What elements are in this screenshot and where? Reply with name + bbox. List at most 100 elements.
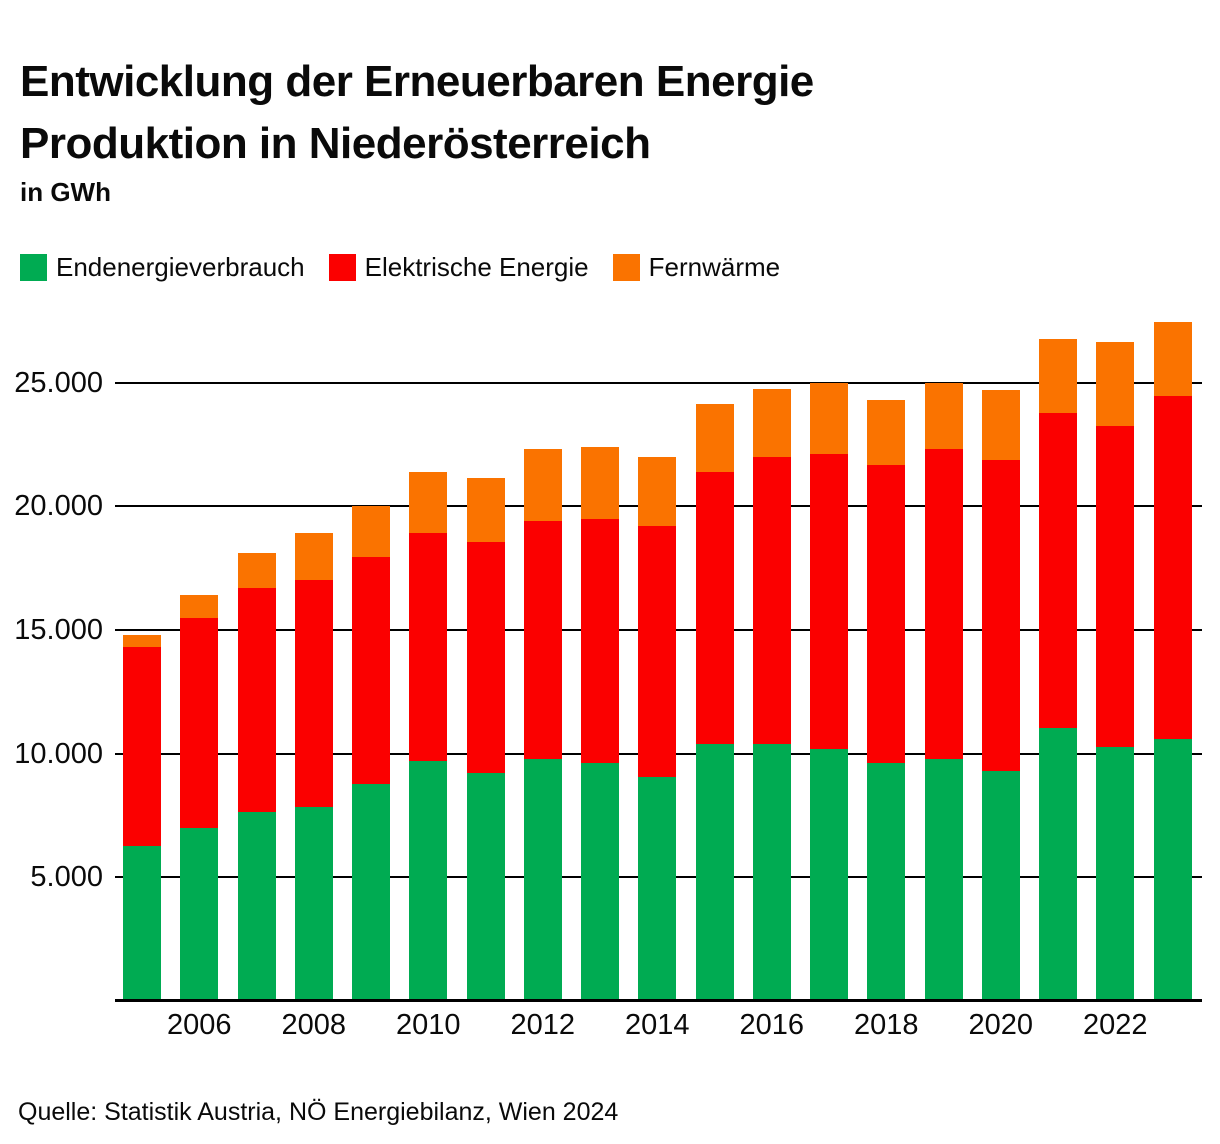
bar-2022-segment-endenergieverbrauch bbox=[1096, 747, 1135, 1001]
bar-2021 bbox=[1039, 339, 1077, 1001]
bar-2017 bbox=[810, 382, 848, 1002]
legend-swatch-endenergieverbrauch bbox=[20, 254, 47, 281]
bar-2020-segment-elektrische-energie bbox=[981, 460, 1020, 771]
bar-2006 bbox=[180, 595, 219, 1001]
bar-2010-segment-endenergieverbrauch bbox=[409, 761, 448, 1001]
legend-item-endenergieverbrauch: Endenergieverbrauch bbox=[20, 252, 305, 283]
x-axis-label-2006: 2006 bbox=[166, 1009, 232, 1041]
bar-2009 bbox=[352, 506, 390, 1001]
x-axis-label-2016: 2016 bbox=[739, 1009, 804, 1041]
x-axis-label-2022: 2022 bbox=[1082, 1009, 1148, 1041]
legend-swatch-fernwaerme bbox=[612, 254, 640, 281]
bar-2018-segment-elektrische-energie bbox=[867, 465, 906, 764]
x-axis-label-2018: 2018 bbox=[853, 1009, 919, 1041]
gridline-25000 bbox=[115, 381, 1202, 384]
bar-2017-segment-elektrische-energie bbox=[810, 454, 848, 749]
bar-2023-segment-endenergieverbrauch bbox=[1153, 738, 1192, 1001]
bar-2015-segment-endenergieverbrauch bbox=[695, 743, 734, 1001]
bar-2022-segment-fernw-rme bbox=[1096, 341, 1135, 426]
bar-2009-segment-fernw-rme bbox=[352, 506, 390, 557]
bar-2005 bbox=[123, 634, 161, 1001]
bar-2011 bbox=[466, 477, 505, 1001]
y-axis-label-5000: 5.000 bbox=[30, 861, 103, 894]
bar-2020 bbox=[981, 389, 1020, 1001]
bar-2006-segment-fernw-rme bbox=[180, 595, 219, 618]
bar-2005-segment-elektrische-energie bbox=[123, 647, 161, 847]
y-axis-label-25000: 25.000 bbox=[14, 366, 103, 399]
bar-2012-segment-elektrische-energie bbox=[523, 521, 562, 759]
source-note: Quelle: Statistik Austria, NÖ Energiebil… bbox=[18, 1098, 619, 1126]
legend-item-elektrische-energie: Elektrische Energie bbox=[328, 252, 589, 283]
page-title-line-2: Produktion in Niederösterreich bbox=[20, 119, 651, 169]
x-axis-label-2014: 2014 bbox=[624, 1009, 690, 1041]
bar-2015-segment-elektrische-energie bbox=[695, 471, 734, 744]
bar-2012 bbox=[523, 449, 562, 1001]
bar-2019 bbox=[924, 382, 963, 1002]
bar-2014 bbox=[638, 456, 677, 1001]
bar-2019-segment-endenergieverbrauch bbox=[924, 758, 963, 1001]
bar-2019-segment-elektrische-energie bbox=[924, 449, 963, 759]
bar-2012-segment-endenergieverbrauch bbox=[523, 758, 562, 1001]
legend-label-fernwaerme: Fernwärme bbox=[648, 252, 781, 282]
bar-2013-segment-endenergieverbrauch bbox=[581, 763, 619, 1001]
page-title: Entwicklung der Erneuerbaren Energie Pro… bbox=[20, 51, 814, 175]
bar-2006-segment-endenergieverbrauch bbox=[180, 827, 219, 1001]
bar-2016-segment-fernw-rme bbox=[752, 388, 791, 457]
x-axis-label-2008: 2008 bbox=[281, 1009, 346, 1041]
bar-2009-segment-elektrische-energie bbox=[352, 556, 390, 785]
unit-label: in GWh bbox=[20, 177, 111, 207]
bar-2016-segment-endenergieverbrauch bbox=[752, 743, 791, 1001]
bar-2005-segment-endenergieverbrauch bbox=[123, 846, 161, 1001]
bar-2019-segment-fernw-rme bbox=[924, 382, 963, 450]
bar-2013-segment-elektrische-energie bbox=[581, 518, 619, 764]
bar-2007-segment-fernw-rme bbox=[237, 553, 276, 588]
bar-2009-segment-endenergieverbrauch bbox=[352, 784, 390, 1001]
bar-2021-segment-fernw-rme bbox=[1039, 339, 1077, 414]
x-axis-label-2010: 2010 bbox=[395, 1009, 461, 1041]
legend: Endenergieverbrauch Elektrische Energie … bbox=[20, 252, 780, 283]
bar-2008 bbox=[294, 533, 333, 1001]
bar-2007-segment-endenergieverbrauch bbox=[237, 811, 276, 1001]
bar-2021-segment-endenergieverbrauch bbox=[1039, 727, 1077, 1001]
bar-2008-segment-fernw-rme bbox=[294, 533, 333, 581]
bar-2011-segment-fernw-rme bbox=[466, 477, 505, 543]
bar-2015 bbox=[695, 403, 734, 1001]
bar-2022-segment-elektrische-energie bbox=[1096, 425, 1135, 748]
bar-2005-segment-fernw-rme bbox=[123, 634, 161, 648]
bar-2017-segment-endenergieverbrauch bbox=[810, 748, 848, 1001]
legend-swatch-elektrische-energie bbox=[328, 254, 356, 281]
bar-2007-segment-elektrische-energie bbox=[237, 587, 276, 812]
bar-2013-segment-fernw-rme bbox=[581, 446, 619, 519]
bar-2010-segment-elektrische-energie bbox=[409, 533, 448, 761]
bar-2010-segment-fernw-rme bbox=[409, 471, 448, 534]
bar-2021-segment-elektrische-energie bbox=[1039, 413, 1077, 728]
bar-2012-segment-fernw-rme bbox=[523, 449, 562, 522]
bar-2016-segment-elektrische-energie bbox=[752, 456, 791, 744]
bar-2016 bbox=[752, 388, 791, 1001]
legend-label-endenergieverbrauch: Endenergieverbrauch bbox=[56, 252, 305, 282]
bar-2020-segment-endenergieverbrauch bbox=[981, 770, 1020, 1001]
bar-2013 bbox=[581, 446, 619, 1001]
x-axis-label-2012: 2012 bbox=[510, 1009, 575, 1041]
y-axis-label-10000: 10.000 bbox=[14, 737, 103, 770]
x-axis-line bbox=[115, 999, 1202, 1002]
bar-2023-segment-fernw-rme bbox=[1153, 321, 1192, 397]
bar-2020-segment-fernw-rme bbox=[981, 389, 1020, 461]
bar-2006-segment-elektrische-energie bbox=[180, 617, 219, 828]
bar-2014-segment-fernw-rme bbox=[638, 456, 677, 526]
bar-2008-segment-endenergieverbrauch bbox=[294, 806, 333, 1001]
bar-2011-segment-elektrische-energie bbox=[466, 542, 505, 774]
bar-2008-segment-elektrische-energie bbox=[294, 580, 333, 807]
bar-2023 bbox=[1153, 321, 1192, 1001]
bar-2014-segment-elektrische-energie bbox=[638, 525, 677, 778]
legend-label-elektrische-energie: Elektrische Energie bbox=[364, 252, 589, 282]
legend-item-fernwaerme: Fernwärme bbox=[612, 252, 781, 283]
page-title-line-1: Entwicklung der Erneuerbaren Energie bbox=[20, 57, 814, 107]
y-axis-label-15000: 15.000 bbox=[14, 613, 103, 646]
y-axis-label-20000: 20.000 bbox=[14, 490, 103, 523]
bar-2018-segment-endenergieverbrauch bbox=[867, 763, 906, 1001]
bar-2018-segment-fernw-rme bbox=[867, 399, 906, 466]
bar-2010 bbox=[409, 471, 448, 1001]
bar-2018 bbox=[867, 399, 906, 1001]
